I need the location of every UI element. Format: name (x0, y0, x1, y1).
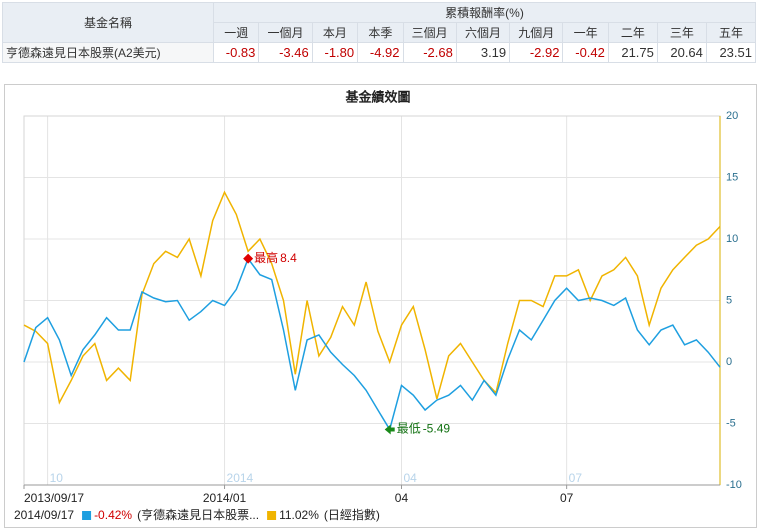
return-cell: -0.83 (212, 42, 260, 63)
y-tick-label: 5 (726, 294, 732, 306)
min-marker (384, 424, 395, 435)
group-header: 累積報酬率(%) (213, 2, 756, 23)
minor-x-label: 07 (569, 471, 583, 485)
min-value: -5.49 (423, 422, 451, 436)
return-cell: -2.68 (402, 42, 457, 63)
header-row: 基金名稱 累積報酬率(%) (2, 2, 756, 43)
legend-swatch (267, 511, 277, 520)
column-header: 九個月 (509, 22, 564, 43)
return-cell: 23.51 (705, 42, 757, 63)
chart-title: 基金績效圖 (344, 89, 410, 104)
return-cell: 3.19 (455, 42, 511, 63)
x-tick-label: 07 (560, 491, 574, 505)
y-tick-label: 10 (726, 233, 738, 245)
legend-swatch (82, 511, 92, 520)
y-tick-label: 0 (726, 356, 732, 368)
return-cell: -1.80 (311, 42, 359, 63)
max-value: 8.4 (280, 251, 297, 265)
column-header: 三個月 (402, 22, 457, 43)
column-header: 五年 (705, 22, 757, 43)
legend-name: (亨德森遠見日本股票... (137, 507, 259, 522)
legend-value: 11.02% (279, 508, 319, 522)
return-cell: -4.92 (357, 42, 404, 63)
y-tick-label: -5 (726, 417, 736, 429)
name-header: 基金名稱 (2, 2, 214, 43)
return-cell: -2.92 (509, 42, 564, 63)
x-tick-label: 2013/09/17 (24, 491, 84, 505)
y-tick-label: 20 (726, 110, 738, 122)
max-label: 最高 (254, 250, 278, 265)
series-line (23, 257, 721, 432)
returns-table: 基金名稱 累積報酬率(%) 一週 一個月 本月 本季 三個月 六個月 九個月 一年 二年 三年 五年… (2, 2, 757, 63)
y-tick-label: 15 (726, 171, 738, 183)
legend-date: 2014/09/17 (14, 508, 74, 522)
data-row: 亨德森遠見日本股票(A2美元) -0.83 -3.46 -1.80 -4.92 -2.6… (2, 42, 757, 63)
column-header: 一年 (562, 22, 609, 43)
column-header: 一週 (212, 22, 260, 43)
y-tick-label: -10 (726, 479, 742, 491)
return-cell: -0.42 (562, 42, 609, 63)
minor-x-label: 10 (50, 471, 64, 485)
x-tick-label: 04 (395, 491, 409, 505)
min-label: 最低 (397, 422, 421, 436)
minor-x-label: 04 (403, 471, 417, 485)
legend-value: -0.42% (94, 508, 132, 522)
x-tick-label: 2014/01 (203, 491, 247, 505)
fund-name: 亨德森遠見日本股票(A2美元) (2, 42, 214, 63)
max-marker (243, 253, 254, 264)
series-line (23, 190, 721, 405)
chart-frame (4, 84, 757, 528)
column-header: 一個月 (258, 22, 313, 43)
minor-x-label: 2014 (227, 471, 254, 485)
return-cell: -3.46 (258, 42, 313, 63)
column-header: 本季 (357, 22, 404, 43)
legend-name: (日經指數) (324, 507, 380, 522)
column-row: 一週 一個月 本月 本季 三個月 六個月 九個月 一年 二年 三年 五年 (3, 22, 757, 43)
